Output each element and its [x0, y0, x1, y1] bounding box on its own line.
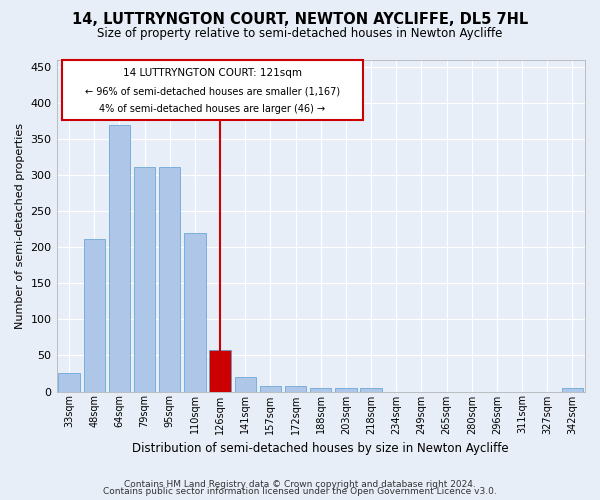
Y-axis label: Number of semi-detached properties: Number of semi-detached properties	[15, 123, 25, 329]
Bar	[335, 388, 356, 392]
Bar	[209, 350, 231, 392]
Bar	[285, 386, 307, 392]
Text: Contains HM Land Registry data © Crown copyright and database right 2024.: Contains HM Land Registry data © Crown c…	[124, 480, 476, 489]
Bar	[83, 238, 105, 392]
Bar	[310, 388, 331, 392]
Text: ← 96% of semi-detached houses are smaller (1,167): ← 96% of semi-detached houses are smalle…	[85, 86, 340, 96]
Bar	[58, 374, 80, 392]
Bar	[184, 233, 206, 392]
Bar	[109, 125, 130, 392]
Bar	[159, 168, 181, 392]
FancyBboxPatch shape	[62, 60, 363, 120]
Bar	[134, 168, 155, 392]
Text: 4% of semi-detached houses are larger (46) →: 4% of semi-detached houses are larger (4…	[100, 104, 325, 114]
Bar	[235, 377, 256, 392]
X-axis label: Distribution of semi-detached houses by size in Newton Aycliffe: Distribution of semi-detached houses by …	[133, 442, 509, 455]
Text: 14, LUTTRYNGTON COURT, NEWTON AYCLIFFE, DL5 7HL: 14, LUTTRYNGTON COURT, NEWTON AYCLIFFE, …	[72, 12, 528, 28]
Bar	[260, 386, 281, 392]
Bar	[562, 388, 583, 392]
Bar	[361, 388, 382, 392]
Text: 14 LUTTRYNGTON COURT: 121sqm: 14 LUTTRYNGTON COURT: 121sqm	[123, 68, 302, 78]
Text: Contains public sector information licensed under the Open Government Licence v3: Contains public sector information licen…	[103, 488, 497, 496]
Text: Size of property relative to semi-detached houses in Newton Aycliffe: Size of property relative to semi-detach…	[97, 28, 503, 40]
